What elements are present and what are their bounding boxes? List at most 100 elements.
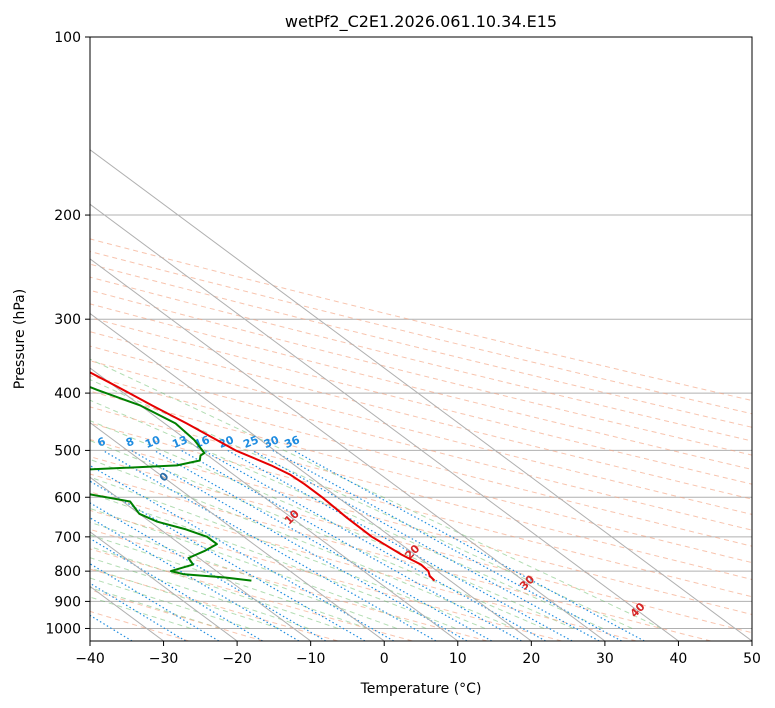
isotherm-20 [90,312,532,641]
x-tick-label: −10 [296,651,326,667]
mixing-ratio-line [90,582,186,641]
mixing-ratio-label: 30 [262,433,281,451]
x-tick-label: 0 [380,651,389,667]
dry-adiabat [90,491,637,641]
mixing-ratio-label: 8 [124,435,136,450]
mixing-ratio-label: 36 [283,433,302,451]
y-axis-label: Pressure (hPa) [12,289,28,389]
isotherm--10 [90,476,311,641]
dry-adiabat [90,289,752,456]
dry-adiabat [90,422,752,598]
x-tick-label: 10 [449,651,467,667]
y-tick-label: 100 [54,30,81,46]
isotherm-50 [90,149,752,641]
isotherm--20 [90,531,238,641]
moist-adiabat [90,358,662,629]
dry-adiabat [90,331,752,500]
mixing-ratio-line [251,449,600,641]
y-tick-label: 300 [54,312,81,328]
mixing-ratio-line [102,449,437,641]
mixing-ratio-lines [90,449,645,641]
isotherm-40 [90,203,679,641]
isotherm-label: 20 [402,542,422,562]
plot-area: 0.10.20.40.611.52346810131620253036-100-… [0,37,752,641]
moist-adiabat [90,420,574,629]
x-tick-label: 30 [596,651,614,667]
moist-adiabat [90,557,309,629]
isotherm-10 [90,367,459,641]
y-tick-label: 1000 [45,621,81,637]
mixing-ratio-line [203,449,546,641]
x-tick-label: 50 [743,651,761,667]
moist-adiabat [90,534,368,629]
isotherm-label: 30 [517,572,537,592]
x-tick-label: 40 [670,651,688,667]
dry-adiabat [90,589,264,641]
mixing-ratio-line [272,449,622,641]
skewed-isotherms [90,149,752,641]
moist-adiabat [90,379,633,629]
dry-adiabat [90,509,562,641]
dry-adiabat [90,456,752,634]
x-tick-label: −40 [75,651,105,667]
isotherm-30 [90,258,606,641]
dry-adiabat [90,439,752,616]
mixing-ratio-label: 16 [193,433,212,451]
moist-adiabat [90,546,339,629]
mixing-ratio-label: 20 [217,433,236,451]
mixing-ratio-label: 13 [170,433,189,451]
x-axis-ticks: −40 −30 −20 −10 0 10 20 30 40 50 [75,641,761,667]
moist-adiabat [90,587,221,629]
mixing-ratio-line [90,464,395,641]
temperature-profile-line [90,371,436,582]
dry-adiabat [90,238,752,402]
dry-adiabat [90,360,752,531]
x-tick-label: −30 [149,651,179,667]
moist-adiabat [90,507,427,629]
dry-adiabat [90,473,711,641]
mixing-ratio-line [90,537,263,641]
dry-adiabat [90,250,752,415]
mixing-ratio-line [90,517,300,641]
mixing-ratio-line [90,614,133,641]
chart-title: wetPf2_C2E1.2026.061.10.34.E15 [285,12,557,32]
dry-adiabats [90,238,752,641]
dry-adiabat [90,610,189,641]
mixing-ratio-label: 3 [30,435,42,450]
y-tick-label: 400 [54,386,81,402]
isotherm-0 [90,422,385,641]
y-axis-ticks: 1000 900 800 700 600 500 400 300 200 100 [45,30,90,637]
dry-adiabat [90,317,752,485]
y-tick-label: 700 [54,530,81,546]
mixing-ratio-line [153,449,492,641]
x-axis-label: Temperature (°C) [360,681,482,697]
moist-adiabat [90,567,280,629]
mixing-ratio-label: 2 [0,435,6,450]
dry-adiabat [90,406,752,580]
moist-adiabat [90,476,486,629]
mixing-ratio-line [227,449,573,641]
y-tick-label: 200 [54,208,81,224]
dry-adiabat [90,390,752,564]
isotherm-label: 40 [628,600,648,620]
y-tick-label: 500 [54,443,81,459]
dry-adiabat [90,568,338,641]
x-tick-label: 20 [522,651,540,667]
dry-adiabat [90,345,752,515]
moist-adiabat [90,458,515,629]
y-tick-label: 900 [54,594,81,610]
mixing-ratio-line [90,480,366,641]
dry-adiabat [90,276,752,442]
moist-adiabat [90,577,250,629]
y-tick-label: 600 [54,490,81,506]
y-tick-label: 800 [54,564,81,580]
dewpoint-profile-line [90,385,252,582]
moist-adiabat [90,399,603,629]
x-tick-label: −20 [222,651,252,667]
moist-adiabats [90,358,662,629]
plot-frame [89,36,753,642]
dry-adiabat [90,263,752,428]
dry-adiabat [90,375,752,547]
sounding-profiles [90,371,436,582]
